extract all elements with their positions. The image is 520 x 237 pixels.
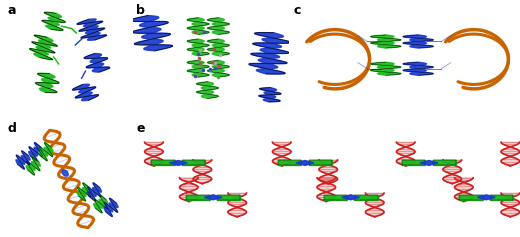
Polygon shape — [35, 73, 59, 93]
Polygon shape — [501, 193, 519, 217]
Polygon shape — [26, 157, 41, 175]
Polygon shape — [354, 195, 378, 200]
Polygon shape — [443, 160, 462, 184]
Polygon shape — [454, 178, 473, 201]
Polygon shape — [151, 160, 175, 165]
Polygon shape — [179, 178, 198, 201]
Polygon shape — [207, 39, 229, 56]
Polygon shape — [371, 62, 401, 75]
Polygon shape — [396, 142, 415, 166]
Polygon shape — [319, 160, 337, 184]
Polygon shape — [272, 142, 291, 166]
Polygon shape — [39, 143, 53, 161]
Polygon shape — [16, 151, 30, 169]
Polygon shape — [197, 82, 218, 98]
Polygon shape — [77, 19, 107, 40]
Polygon shape — [296, 160, 314, 165]
Polygon shape — [317, 178, 335, 201]
Polygon shape — [104, 198, 118, 216]
Polygon shape — [228, 193, 246, 217]
Polygon shape — [182, 160, 205, 165]
Polygon shape — [402, 160, 425, 165]
Polygon shape — [433, 160, 456, 165]
Polygon shape — [186, 195, 210, 200]
Polygon shape — [193, 160, 212, 184]
Polygon shape — [187, 18, 209, 34]
Polygon shape — [308, 160, 332, 165]
Polygon shape — [323, 195, 347, 200]
Polygon shape — [501, 142, 519, 166]
Polygon shape — [420, 160, 438, 165]
Polygon shape — [207, 18, 229, 34]
Text: c: c — [293, 4, 301, 17]
Polygon shape — [87, 183, 101, 201]
Polygon shape — [278, 160, 302, 165]
Polygon shape — [187, 39, 209, 56]
Polygon shape — [249, 33, 291, 74]
Polygon shape — [29, 143, 43, 161]
Text: a: a — [8, 4, 16, 17]
Text: e: e — [136, 122, 145, 135]
Polygon shape — [187, 60, 209, 77]
Polygon shape — [490, 195, 513, 200]
Polygon shape — [366, 193, 384, 217]
Polygon shape — [130, 16, 173, 51]
Polygon shape — [84, 54, 110, 72]
Polygon shape — [403, 35, 433, 48]
Polygon shape — [72, 84, 98, 101]
Polygon shape — [259, 88, 281, 102]
Polygon shape — [30, 35, 57, 60]
Polygon shape — [207, 60, 229, 77]
Polygon shape — [217, 195, 240, 200]
Polygon shape — [170, 160, 187, 165]
Polygon shape — [77, 183, 92, 201]
Polygon shape — [42, 12, 66, 30]
Polygon shape — [459, 195, 483, 200]
Polygon shape — [342, 195, 360, 200]
Text: d: d — [8, 122, 17, 135]
Ellipse shape — [62, 170, 68, 176]
Text: b: b — [136, 4, 145, 17]
Polygon shape — [204, 195, 222, 200]
Polygon shape — [145, 142, 163, 166]
Polygon shape — [94, 195, 108, 213]
Polygon shape — [403, 62, 433, 75]
Polygon shape — [477, 195, 495, 200]
Polygon shape — [371, 35, 401, 48]
